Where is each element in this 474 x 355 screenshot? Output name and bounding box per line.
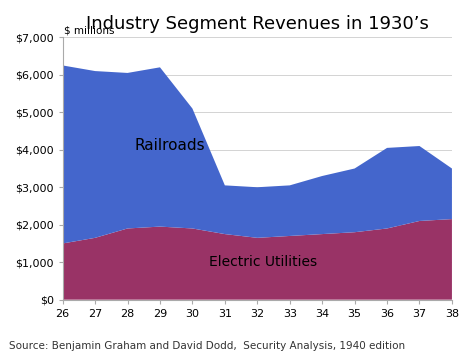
Title: Industry Segment Revenues in 1930’s: Industry Segment Revenues in 1930’s — [86, 15, 428, 33]
Text: $ millions: $ millions — [64, 26, 115, 36]
Text: Electric Utilities: Electric Utilities — [209, 255, 317, 269]
Text: Railroads: Railroads — [134, 138, 205, 153]
Text: Source: Benjamin Graham and David Dodd,  Security Analysis, 1940 edition: Source: Benjamin Graham and David Dodd, … — [9, 342, 406, 351]
